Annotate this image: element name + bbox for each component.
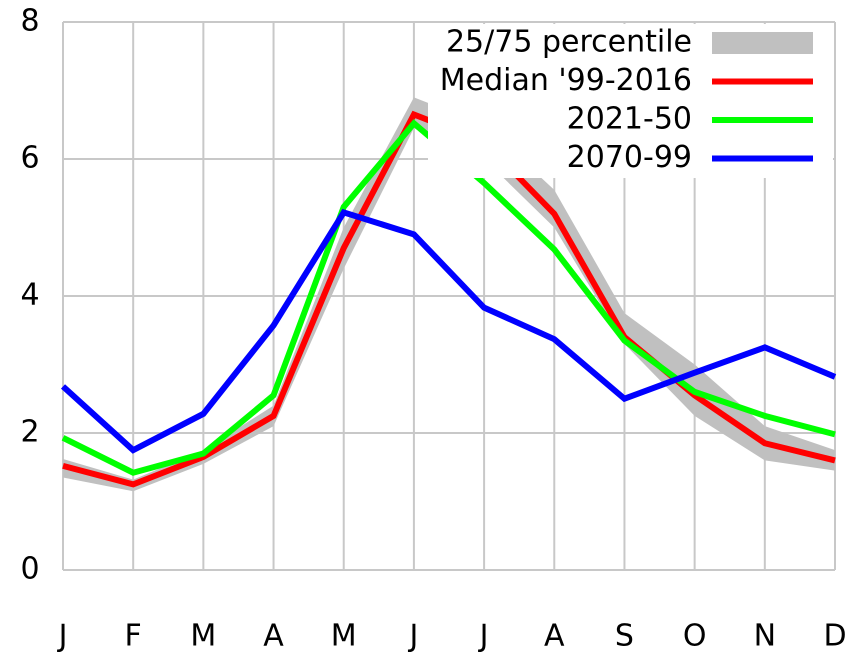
x-tick-label: J [407, 619, 418, 654]
x-tick-label: S [615, 619, 634, 654]
x-tick-label: M [331, 619, 357, 654]
x-tick-label: D [823, 619, 846, 654]
y-tick-label: 8 [20, 4, 39, 39]
x-tick-label: O [683, 619, 707, 654]
x-tick-label: A [263, 619, 284, 654]
y-tick-label: 4 [20, 278, 39, 313]
legend-label: Median '99-2016 [440, 63, 692, 98]
x-tick-label: F [125, 619, 142, 654]
x-tick-label: J [57, 619, 68, 654]
x-tick-label: J [478, 619, 489, 654]
y-tick-label: 6 [20, 141, 39, 176]
percentile-band [63, 97, 835, 492]
legend-label: 25/75 percentile [446, 25, 692, 60]
series-line [60, 208, 837, 454]
y-tick-label: 0 [20, 552, 39, 587]
y-tick-label: 2 [20, 415, 39, 450]
legend-label: 2070-99 [567, 140, 692, 175]
legend-label: 2021-50 [567, 102, 692, 137]
x-tick-label: M [190, 619, 216, 654]
x-tick-label: A [544, 619, 565, 654]
x-tick-label: N [754, 619, 776, 654]
